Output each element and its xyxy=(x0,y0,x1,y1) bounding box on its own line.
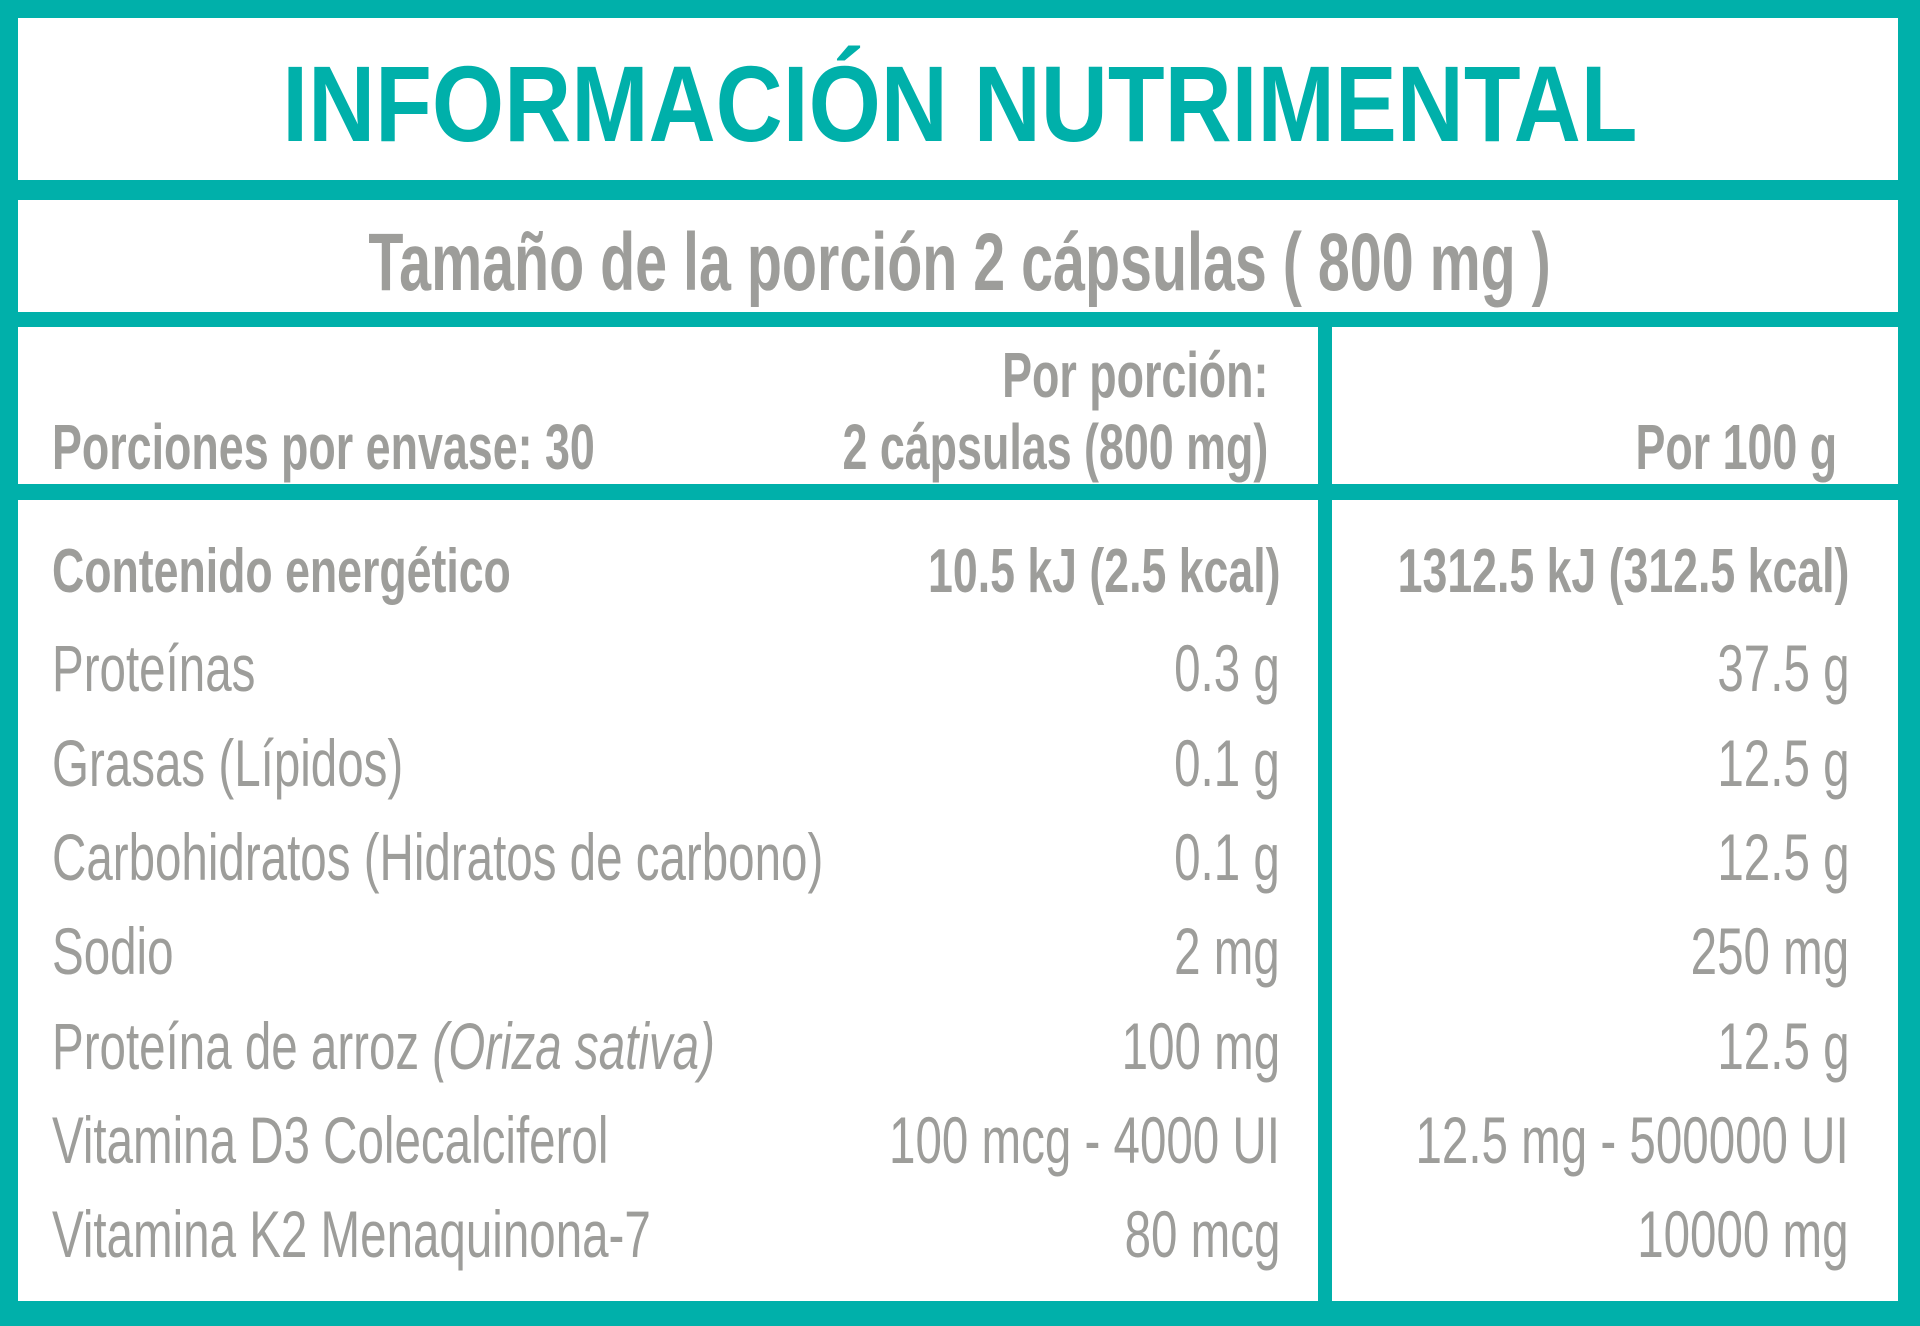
serving-size: Tamaño de la porción 2 cápsulas ( 800 mg… xyxy=(368,217,1552,308)
nutrient-name: Carbohidratos (Hidratos de carbono) xyxy=(52,819,824,894)
per-100g-heading: Por 100 g xyxy=(1635,411,1837,483)
per-100g-value: 12.5 g xyxy=(1716,725,1849,800)
nutrient-label: Proteína de arroz (Oriza sativa) xyxy=(52,1013,973,1079)
nutrient-label: Vitamina D3 Colecalciferol xyxy=(52,1107,825,1173)
nutrient-row: Sodio 2 mg 250 mg xyxy=(0,900,1920,994)
title-panel xyxy=(18,18,1898,180)
nutrient-name: Proteínas xyxy=(52,631,256,706)
header-right-panel xyxy=(1332,327,1898,484)
nutrient-row: Vitamina D3 Colecalciferol 100 mcg - 4000… xyxy=(0,1089,1920,1183)
per-serving-value: 0.3 g xyxy=(1174,631,1280,706)
per-serving-value: 10.5 kJ (2.5 kcal) xyxy=(927,537,1280,606)
nutrient-row: Carbohidratos (Hidratos de carbono) 0.1 g… xyxy=(0,806,1920,900)
nutrient-name: Vitamina D3 Colecalciferol xyxy=(52,1102,609,1177)
nutrient-label: Vitamina K2 Menaquinona-7 xyxy=(52,1201,884,1267)
per-serving-value: 100 mcg - 4000 UI xyxy=(889,1102,1280,1177)
nutrient-row: Proteína de arroz (Oriza sativa) 100 mg 12… xyxy=(0,995,1920,1089)
body-left-panel xyxy=(18,500,1318,1301)
nutrient-label: Proteínas xyxy=(52,635,335,701)
page-title: INFORMACIÓN NUTRIMENTAL xyxy=(282,43,1638,164)
per-100g-value: 37.5 g xyxy=(1716,631,1849,706)
serving-size-panel xyxy=(18,200,1898,312)
per-100g-value: 10000 mg xyxy=(1637,1197,1849,1272)
per-serving-value: 0.1 g xyxy=(1174,819,1280,894)
nutrient-row: Proteínas 0.3 g 37.5 g xyxy=(0,617,1920,711)
per-100g-value: 12.5 g xyxy=(1716,1008,1849,1083)
per-serving-amount: 2 cápsulas (800 mg) xyxy=(842,411,1268,483)
nutrient-label: Contenido energético xyxy=(52,541,689,603)
nutrient-row: Grasas (Lípidos) 0.1 g 12.5 g xyxy=(0,712,1920,806)
per-100g-value: 1312.5 kJ (312.5 kcal) xyxy=(1397,537,1849,606)
nutrient-name-italic: (Oriza sativa) xyxy=(432,1008,715,1083)
per-serving-value: 0.1 g xyxy=(1174,725,1280,800)
nutrient-name: Grasas (Lípidos) xyxy=(52,725,404,800)
per-serving-value: 100 mg xyxy=(1121,1008,1280,1083)
per-serving-heading: Por porción: xyxy=(1001,339,1268,411)
nutrient-name: Vitamina K2 Menaquinona-7 xyxy=(52,1197,651,1272)
per-serving-value: 2 mg xyxy=(1174,914,1280,989)
header-left-panel xyxy=(18,327,1318,484)
body-right-panel xyxy=(1332,500,1898,1301)
nutrient-row: Vitamina K2 Menaquinona-7 80 mcg 10000 mg xyxy=(0,1183,1920,1277)
servings-per-container: Porciones por envase: 30 xyxy=(52,411,595,483)
nutrient-name: Proteína de arroz xyxy=(52,1008,433,1083)
per-100g-value: 12.5 mg - 500000 UI xyxy=(1415,1102,1849,1177)
nutrient-label: Grasas (Lípidos) xyxy=(52,730,540,796)
nutrient-label: Sodio xyxy=(52,918,221,984)
per-100g-value: 12.5 g xyxy=(1716,819,1849,894)
nutrient-label: Carbohidratos (Hidratos de carbono) xyxy=(52,824,1123,890)
nutrient-name: Contenido energético xyxy=(52,537,511,606)
nutrient-name: Sodio xyxy=(52,914,174,989)
per-100g-value: 250 mg xyxy=(1690,914,1849,989)
per-serving-value: 80 mcg xyxy=(1124,1197,1280,1272)
nutrient-row: Contenido energético 10.5 kJ (2.5 kcal) 13… xyxy=(0,523,1920,617)
